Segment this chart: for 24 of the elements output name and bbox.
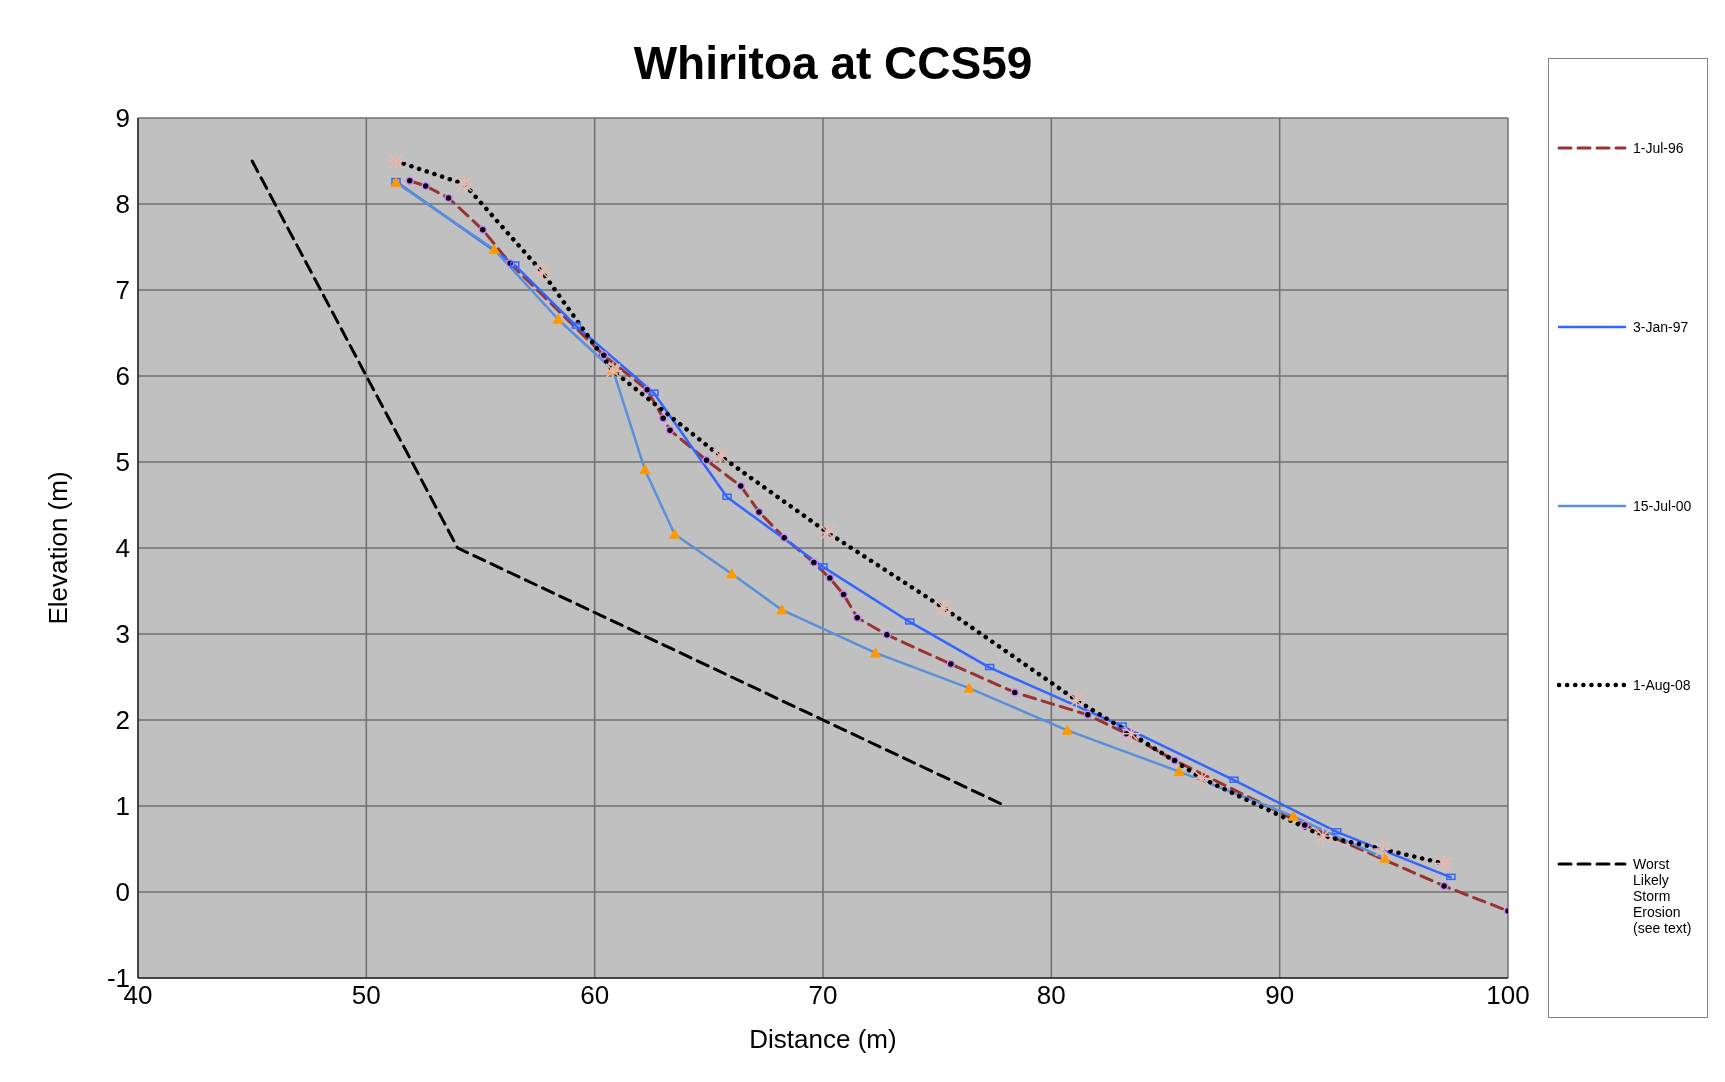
y-tick-label: 7 bbox=[115, 275, 130, 306]
y-tick-label: 6 bbox=[115, 361, 130, 392]
y-tick-label: 8 bbox=[115, 189, 130, 220]
y-tick-label: 5 bbox=[115, 447, 130, 478]
x-tick-label: 100 bbox=[1486, 980, 1530, 1011]
y-tick-label: 2 bbox=[115, 705, 130, 736]
x-tick-label: 90 bbox=[1265, 980, 1295, 1011]
y-axis-title: Elevation (m) bbox=[43, 471, 74, 625]
x-tick-label: 70 bbox=[808, 980, 838, 1011]
chart-title: Whiritoa at CCS59 bbox=[632, 36, 1034, 90]
y-tick-label: 1 bbox=[115, 791, 130, 822]
x-tick-label: 80 bbox=[1036, 980, 1066, 1011]
legend-label: Worst Likely Storm Erosion (see text) bbox=[1633, 855, 1693, 936]
legend-label: 1-Aug-08 bbox=[1633, 676, 1692, 693]
legend-label: 3-Jan-97 bbox=[1633, 319, 1690, 336]
legend-label: 1-Jul-96 bbox=[1633, 140, 1685, 157]
y-tick-label: 3 bbox=[115, 619, 130, 650]
y-tick-label: 4 bbox=[115, 533, 130, 564]
x-tick-label: 50 bbox=[351, 980, 381, 1011]
x-axis-title: Distance (m) bbox=[749, 1024, 897, 1054]
y-tick-label: 0 bbox=[115, 877, 130, 908]
legend-label: 15-Jul-00 bbox=[1633, 497, 1693, 514]
y-tick-label: 9 bbox=[115, 103, 130, 134]
x-tick-label: 60 bbox=[580, 980, 610, 1011]
